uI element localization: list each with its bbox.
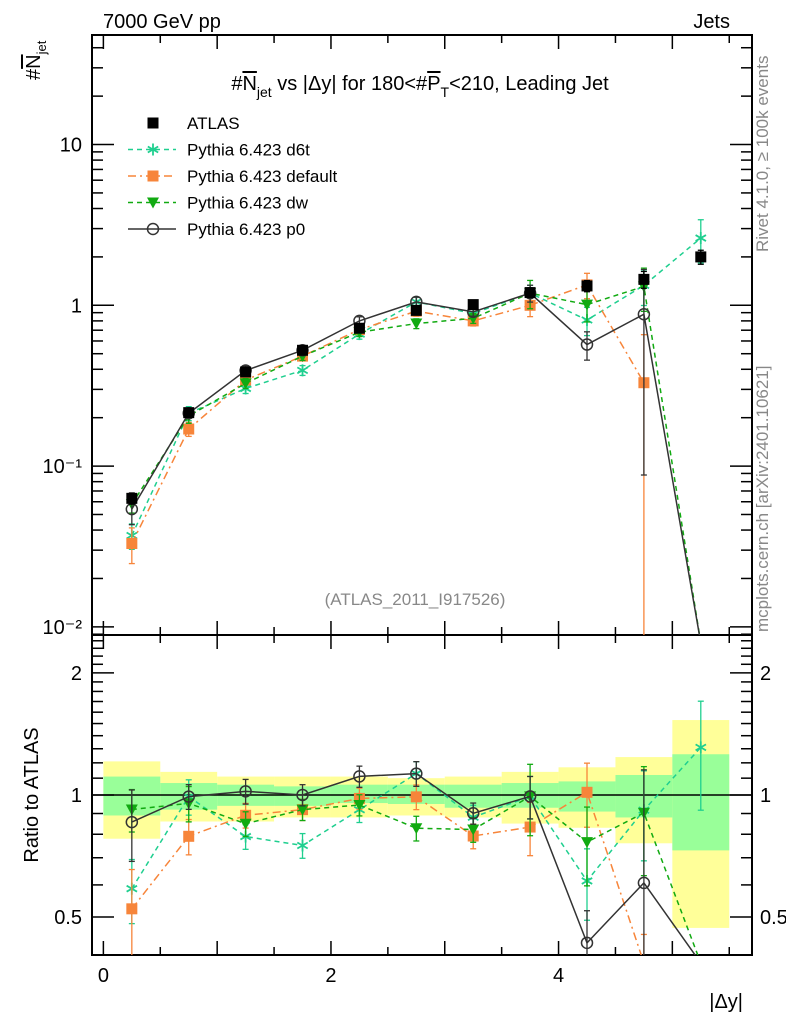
axes: 0 2 4 10 1 10⁻¹ 10⁻² 2 2 1 1 0.5 0.5 — [43, 34, 786, 987]
legend-label: Pythia 6.423 p0 — [187, 220, 305, 239]
legend-marker-pythia-6-423-default — [147, 170, 159, 182]
legend-label: Pythia 6.423 d6t — [187, 141, 310, 160]
data-point-pythia-6-423-p0 — [296, 788, 309, 802]
data-point-pythia-6-423-dw — [353, 800, 366, 812]
data-point-pythia-6-423-p0 — [182, 790, 195, 803]
data-point-atlas — [183, 407, 195, 419]
data-point-pythia-6-423-default — [410, 791, 422, 803]
data-point-pythia-6-423-default — [183, 830, 195, 842]
ratio-y-tick-label: 1 — [760, 785, 771, 807]
legend-marker-pythia-6-423-dw — [147, 197, 159, 209]
ratio-y-axis-label: Ratio to ATLAS — [21, 727, 43, 862]
data-point-pythia-6-423-dw — [695, 958, 707, 969]
data-point-pythia-6-423-dw — [239, 818, 252, 830]
data-point-pythia-6-423-p0 — [580, 338, 594, 351]
ratio-y-tick-label: 2 — [760, 663, 771, 685]
data-point-pythia-6-423-p0 — [637, 876, 651, 890]
data-point-pythia-6-423-dw — [296, 804, 309, 816]
data-point-atlas — [353, 322, 365, 334]
y-tick-label: 1 — [71, 295, 82, 317]
ratio-panel-series — [125, 700, 707, 969]
chart-title: #Njet vs |Δy| for 180<#PT<210, Leading J… — [231, 73, 609, 100]
mcplots-label: mcplots.cern.ch [arXiv:2401.10621] — [753, 366, 772, 632]
analysis-id: (ATLAS_2011_I917526) — [325, 590, 506, 609]
y-axis-label: #Njet — [23, 40, 49, 80]
header-category: Jets — [693, 11, 730, 33]
legend-label: Pythia 6.423 dw — [187, 194, 309, 213]
data-point-pythia-6-423-default — [126, 537, 138, 549]
ratio-y-tick-label: 0.5 — [54, 907, 82, 929]
data-point-pythia-6-423-dw — [695, 638, 707, 649]
x-tick-label: 0 — [98, 965, 109, 987]
main-panel-series — [125, 219, 707, 649]
x-axis-label: |Δy| — [709, 991, 743, 1013]
legend-label: Pythia 6.423 default — [187, 167, 338, 186]
data-point-atlas — [126, 492, 138, 504]
x-tick-label: 2 — [325, 965, 336, 987]
data-point-atlas — [581, 280, 593, 292]
data-point-pythia-6-423-p0 — [523, 790, 537, 803]
data-point-pythia-6-423-p0 — [353, 770, 366, 783]
series-line-pythia-6-423-default — [131, 283, 645, 544]
data-point-atlas — [638, 273, 650, 285]
legend-marker-pythia-6-423-p0 — [146, 222, 160, 236]
ratio-y-tick-label: 0.5 — [760, 907, 786, 929]
data-point-pythia-6-423-dw — [467, 824, 480, 836]
data-point-pythia-6-423-dw — [239, 378, 252, 390]
legend-marker-atlas — [147, 117, 159, 129]
legend-label: ATLAS — [187, 114, 240, 133]
data-point-pythia-6-423-dw — [581, 299, 593, 311]
series-line-pythia-6-423-d6t — [131, 237, 702, 536]
data-point-pythia-6-423-p0 — [410, 767, 423, 780]
data-point-pythia-6-423-default — [126, 903, 138, 915]
x-tick-label: 4 — [553, 965, 564, 987]
ratio-band-inner — [444, 784, 502, 808]
ratio-y-tick-label: 1 — [71, 785, 82, 807]
data-point-atlas — [467, 299, 479, 311]
legend: ATLAS Pythia 6.423 d6t Pythia 6.423 defaul… — [128, 114, 338, 239]
data-point-atlas — [297, 344, 309, 356]
ratio-y-tick-label: 2 — [71, 663, 82, 685]
data-point-pythia-6-423-default — [581, 786, 593, 798]
data-point-pythia-6-423-d6t — [296, 839, 309, 852]
rivet-version-label: Rivet 4.1.0, ≥ 100k events — [753, 56, 772, 252]
y-tick-label: 10⁻¹ — [43, 456, 83, 478]
data-point-pythia-6-423-d6t — [695, 232, 707, 245]
data-point-pythia-6-423-p0 — [637, 307, 651, 321]
data-point-pythia-6-423-dw — [581, 837, 593, 849]
data-point-pythia-6-423-p0 — [695, 638, 706, 649]
data-point-pythia-6-423-p0 — [125, 815, 139, 829]
legend-marker-pythia-6-423-d6t — [147, 143, 159, 156]
data-point-pythia-6-423-d6t — [695, 741, 707, 754]
data-point-atlas — [524, 287, 536, 299]
data-point-atlas — [240, 366, 252, 378]
data-point-pythia-6-423-p0 — [466, 807, 480, 820]
data-point-pythia-6-423-p0 — [580, 936, 594, 950]
plot-frame — [91, 34, 753, 956]
header-energy: 7000 GeV pp — [103, 11, 221, 33]
data-point-atlas — [410, 304, 422, 316]
data-point-pythia-6-423-default — [638, 958, 649, 969]
data-point-pythia-6-423-p0 — [695, 958, 706, 969]
y-tick-label: 10⁻² — [43, 617, 83, 639]
y-tick-label: 10 — [60, 135, 82, 157]
data-point-pythia-6-423-d6t — [296, 364, 309, 377]
data-point-pythia-6-423-dw — [410, 318, 423, 330]
data-point-pythia-6-423-p0 — [239, 785, 252, 798]
data-point-pythia-6-423-dw — [410, 823, 423, 835]
data-point-atlas — [695, 251, 707, 263]
data-point-pythia-6-423-default — [183, 423, 195, 435]
